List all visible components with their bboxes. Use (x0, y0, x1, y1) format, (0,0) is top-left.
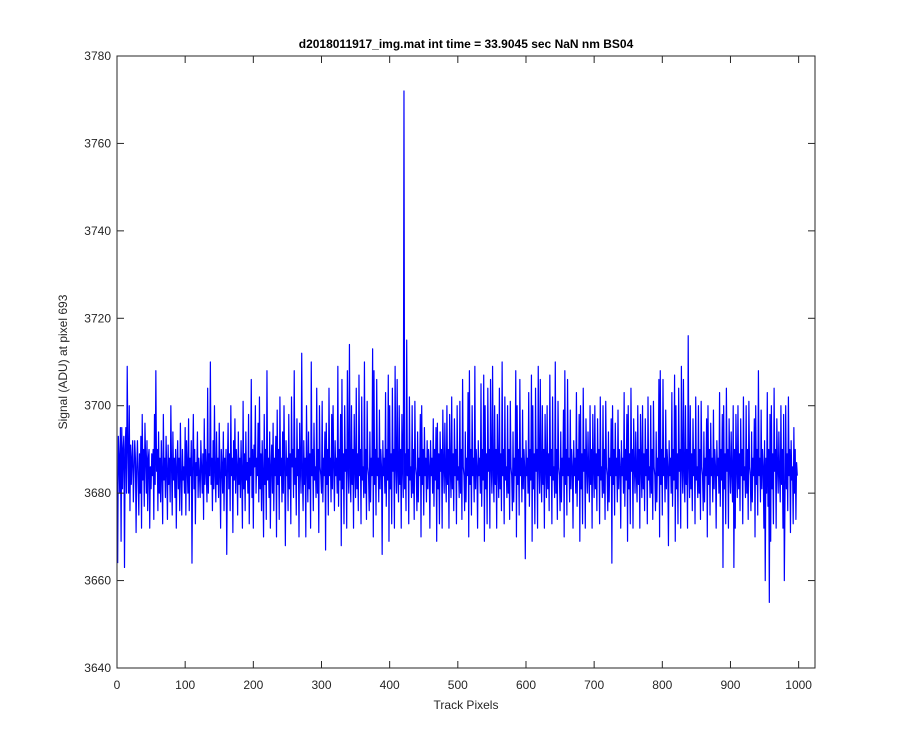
chart-title: d2018011917_img.mat int time = 33.9045 s… (299, 37, 634, 51)
y-tick-label: 3660 (84, 574, 111, 588)
x-tick-label: 100 (175, 678, 195, 692)
x-axis-label: Track Pixels (434, 698, 499, 712)
y-tick-label: 3740 (84, 224, 111, 238)
plot-area (117, 56, 815, 668)
y-tick-label: 3720 (84, 311, 111, 325)
y-axis-label: Signal (ADU) at pixel 693 (56, 294, 70, 429)
x-tick-label: 900 (720, 678, 740, 692)
x-tick-label: 300 (311, 678, 331, 692)
series-layer (117, 90, 798, 604)
x-tick-label: 0 (114, 678, 121, 692)
axes-box (116, 55, 816, 669)
y-tick-label: 3760 (84, 136, 111, 150)
x-tick-label: 600 (516, 678, 536, 692)
x-tick-label: 1000 (785, 678, 812, 692)
y-tick-label: 3640 (84, 661, 111, 675)
y-tick-label: 3680 (84, 486, 111, 500)
x-tick-label: 700 (584, 678, 604, 692)
x-tick-label: 800 (652, 678, 672, 692)
x-tick-label: 200 (243, 678, 263, 692)
series-line-0 (117, 90, 798, 604)
x-tick-label: 500 (448, 678, 468, 692)
ticks-layer: 0 100 200 300 400 500 600 700 800 900 1000 3640 3660… (84, 49, 815, 692)
x-tick-label: 400 (380, 678, 400, 692)
y-tick-label: 3700 (84, 399, 111, 413)
y-tick-label: 3780 (84, 49, 111, 63)
